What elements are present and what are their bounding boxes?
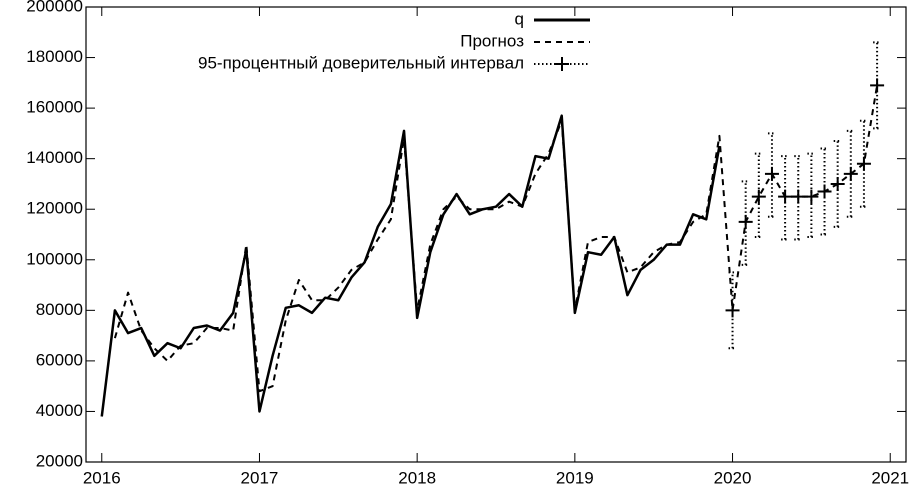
y-tick-label: 160000 [26,98,83,117]
error-cap [767,132,776,218]
point [738,214,753,229]
x-tick-label: 2019 [556,468,594,487]
series-line [100,114,721,417]
point [856,156,871,171]
error-cap [794,155,803,241]
y-tick-label: 180000 [26,47,83,66]
point [791,189,806,204]
y-tick-label: 40000 [36,401,83,420]
series-line [113,85,879,393]
y-tick-label: 100000 [26,249,83,268]
error-cap [846,129,855,218]
error-cap [741,180,750,266]
y-tick-label: 140000 [26,148,83,167]
legend-marker [555,57,569,71]
error-cap [820,147,829,236]
y-tick-label: 60000 [36,350,83,369]
legend-label: q [515,9,524,28]
point [778,189,793,204]
error-cap [873,41,882,130]
point [725,303,740,318]
point [764,166,779,181]
x-tick-label: 2021 [871,468,909,487]
error-cap [754,152,763,239]
error-cap [781,155,790,241]
y-tick-label: 200000 [26,0,83,15]
x-tick-label: 2017 [241,468,279,487]
point [843,166,858,181]
x-tick-label: 2016 [83,468,121,487]
point [830,176,845,191]
plot-frame [85,6,907,463]
point [870,78,885,93]
error-cap [807,152,816,239]
legend-label: Прогноз [460,31,524,50]
point [804,189,819,204]
y-tick-label: 120000 [26,199,83,218]
point [817,184,832,199]
x-tick-label: 2020 [714,468,752,487]
error-cap [859,119,868,208]
legend-label: 95-процентный доверительный интервал [198,53,524,72]
y-tick-label: 20000 [36,451,83,470]
y-tick-label: 80000 [36,300,83,319]
error-cap [728,271,737,350]
point [751,189,766,204]
error-cap [833,139,842,228]
x-tick-label: 2018 [398,468,436,487]
